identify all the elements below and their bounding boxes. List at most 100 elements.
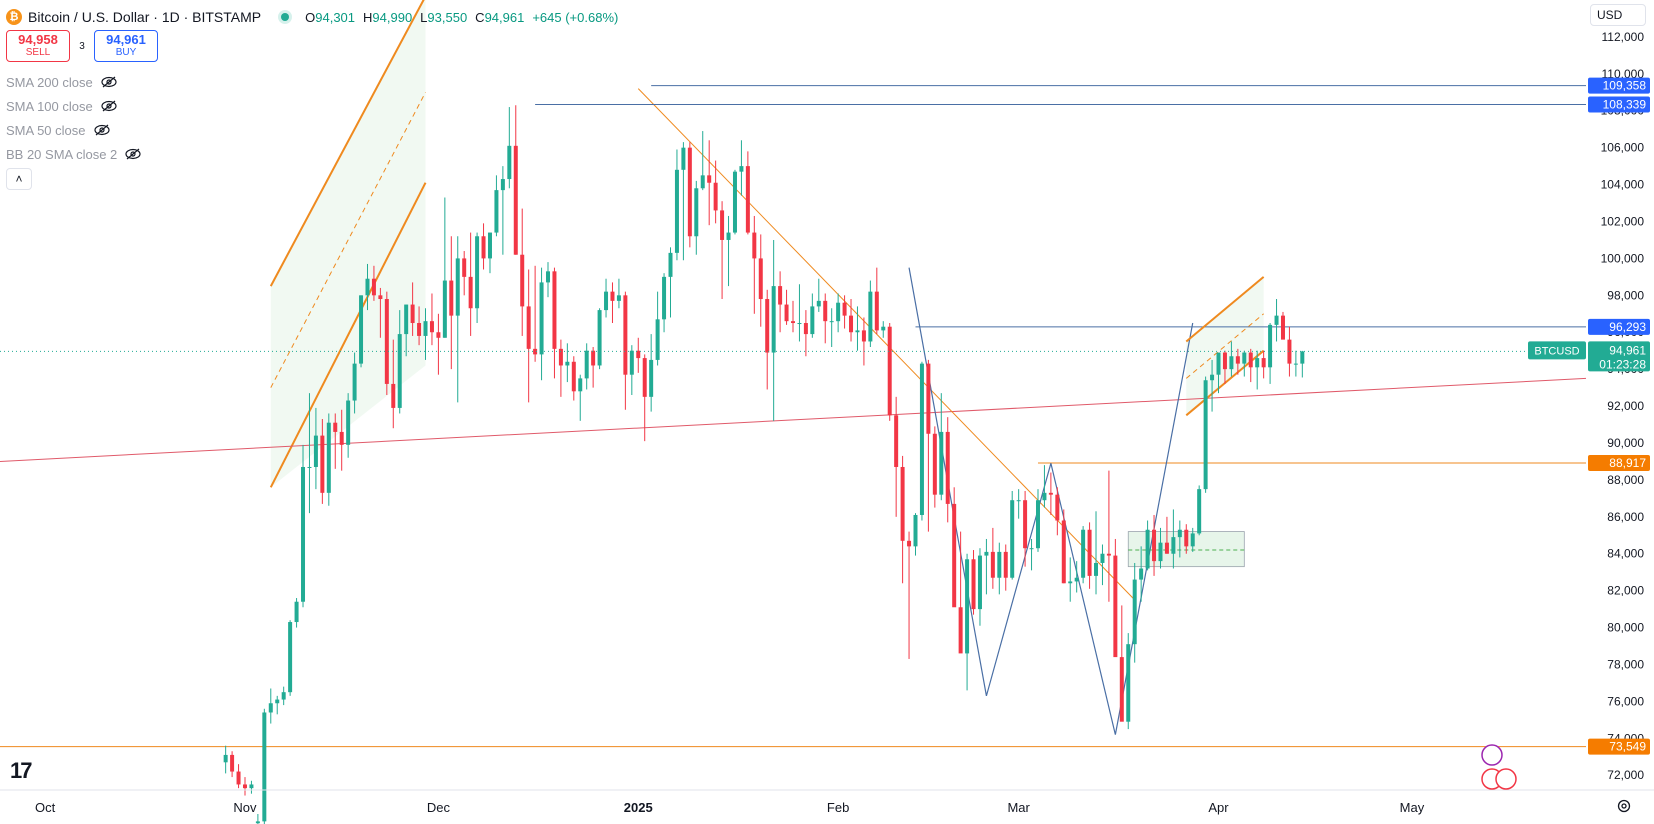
candle xyxy=(1087,522,1092,589)
candle xyxy=(326,413,331,506)
indicator-sma-50[interactable]: SMA 50 close xyxy=(6,118,141,142)
candle-body xyxy=(1255,358,1260,368)
candle xyxy=(1042,465,1047,508)
candle xyxy=(649,334,654,412)
candle-body xyxy=(384,299,389,384)
candle-body xyxy=(791,321,795,324)
candle xyxy=(971,550,976,615)
candle xyxy=(1261,350,1266,379)
ohlc-low: L93,550 xyxy=(420,9,468,25)
candle-body xyxy=(584,350,589,379)
candle-body xyxy=(771,286,776,353)
candle xyxy=(836,293,841,333)
candle-body xyxy=(1003,551,1008,578)
candle-body xyxy=(1300,351,1305,364)
candle-body xyxy=(281,692,286,700)
candle-body xyxy=(1145,529,1150,569)
candle xyxy=(294,598,299,628)
hidden-eye-icon[interactable] xyxy=(93,124,110,136)
candle xyxy=(417,306,422,346)
price-label: 108,339 xyxy=(1588,96,1650,113)
y-tick-label: 88,000 xyxy=(1607,473,1644,487)
sparkle-icon xyxy=(1481,744,1503,766)
indicator-sma-200[interactable]: SMA 200 close xyxy=(6,70,141,94)
candle xyxy=(629,345,634,395)
candle xyxy=(655,291,660,366)
candle-body xyxy=(990,551,995,578)
candle xyxy=(1100,544,1105,586)
chevron-up-icon: ˄ xyxy=(15,172,23,186)
candle xyxy=(694,180,699,255)
candle xyxy=(339,409,344,471)
candle xyxy=(513,105,518,255)
candle-body xyxy=(571,361,576,392)
candle-body xyxy=(249,784,254,789)
candle xyxy=(378,287,383,338)
candle xyxy=(507,107,512,189)
candle-body xyxy=(707,175,712,183)
candle xyxy=(346,393,351,458)
candle xyxy=(797,284,802,342)
y-tick-label: 90,000 xyxy=(1607,436,1644,450)
candle-body xyxy=(1242,352,1247,364)
candle-body xyxy=(810,306,815,335)
candle-body xyxy=(539,282,544,355)
candle xyxy=(365,263,370,311)
symbol-title[interactable]: Bitcoin / U.S. Dollar · 1D · BITSTAMP xyxy=(28,9,262,25)
y-tick-label: 98,000 xyxy=(1607,288,1644,302)
candle-body xyxy=(552,271,557,349)
candle-body xyxy=(784,304,789,322)
ohlc-open: O94,301 xyxy=(305,9,356,25)
buy-button[interactable]: 94,961 BUY xyxy=(94,30,158,62)
candle-body xyxy=(1203,380,1208,490)
price-label: 73,549 xyxy=(1588,738,1650,755)
hidden-eye-icon[interactable] xyxy=(125,148,141,160)
candle-body xyxy=(668,252,673,277)
indicator-label: SMA 100 close xyxy=(6,98,93,114)
ohlc-change: +645 (+0.68%) xyxy=(532,9,619,25)
candle xyxy=(359,295,364,368)
candle-body xyxy=(829,321,834,323)
y-tick-label: 76,000 xyxy=(1607,694,1644,708)
hidden-eye-icon[interactable] xyxy=(101,100,117,112)
candle-body xyxy=(881,326,886,331)
indicator-sma-100[interactable]: SMA 100 close xyxy=(6,94,141,118)
candle xyxy=(584,343,589,390)
candle-body xyxy=(971,559,976,610)
candle xyxy=(371,265,376,301)
x-tick-label: Oct xyxy=(35,800,56,815)
candle-body xyxy=(642,358,647,397)
currency-selector[interactable]: USD xyxy=(1590,4,1646,26)
candle-body xyxy=(236,771,241,785)
candle-body xyxy=(294,601,299,623)
hidden-eye-icon[interactable] xyxy=(101,76,117,88)
candle xyxy=(945,417,950,523)
y-tick-label: 110,000 xyxy=(1602,67,1645,81)
candle-body xyxy=(842,302,847,316)
candle-body xyxy=(1113,555,1118,658)
sell-button[interactable]: 94,958 SELL xyxy=(6,30,70,62)
candle-body xyxy=(997,551,1002,578)
candle xyxy=(281,686,286,706)
candle-body xyxy=(1210,374,1215,381)
settings-gear-icon[interactable] xyxy=(1616,798,1632,814)
indicator-bb-20[interactable]: BB 20 SMA close 2 xyxy=(6,142,141,166)
tradingview-logo[interactable]: 17 xyxy=(10,758,33,783)
candle-body xyxy=(578,378,583,392)
candle xyxy=(449,236,454,370)
candle-body xyxy=(778,286,783,305)
y-tick-label: 84,000 xyxy=(1607,547,1644,561)
candle-body xyxy=(275,699,280,704)
candle xyxy=(604,278,609,318)
candle-body xyxy=(926,363,931,434)
candle-body xyxy=(520,254,525,307)
candle-body xyxy=(339,431,344,445)
y-tick-label: 92,000 xyxy=(1607,399,1644,413)
candle xyxy=(571,356,576,401)
candle-body xyxy=(223,754,228,763)
collapse-legend-button[interactable]: ˄ xyxy=(6,168,32,190)
y-tick-label: 78,000 xyxy=(1607,657,1644,671)
candle xyxy=(558,339,563,397)
